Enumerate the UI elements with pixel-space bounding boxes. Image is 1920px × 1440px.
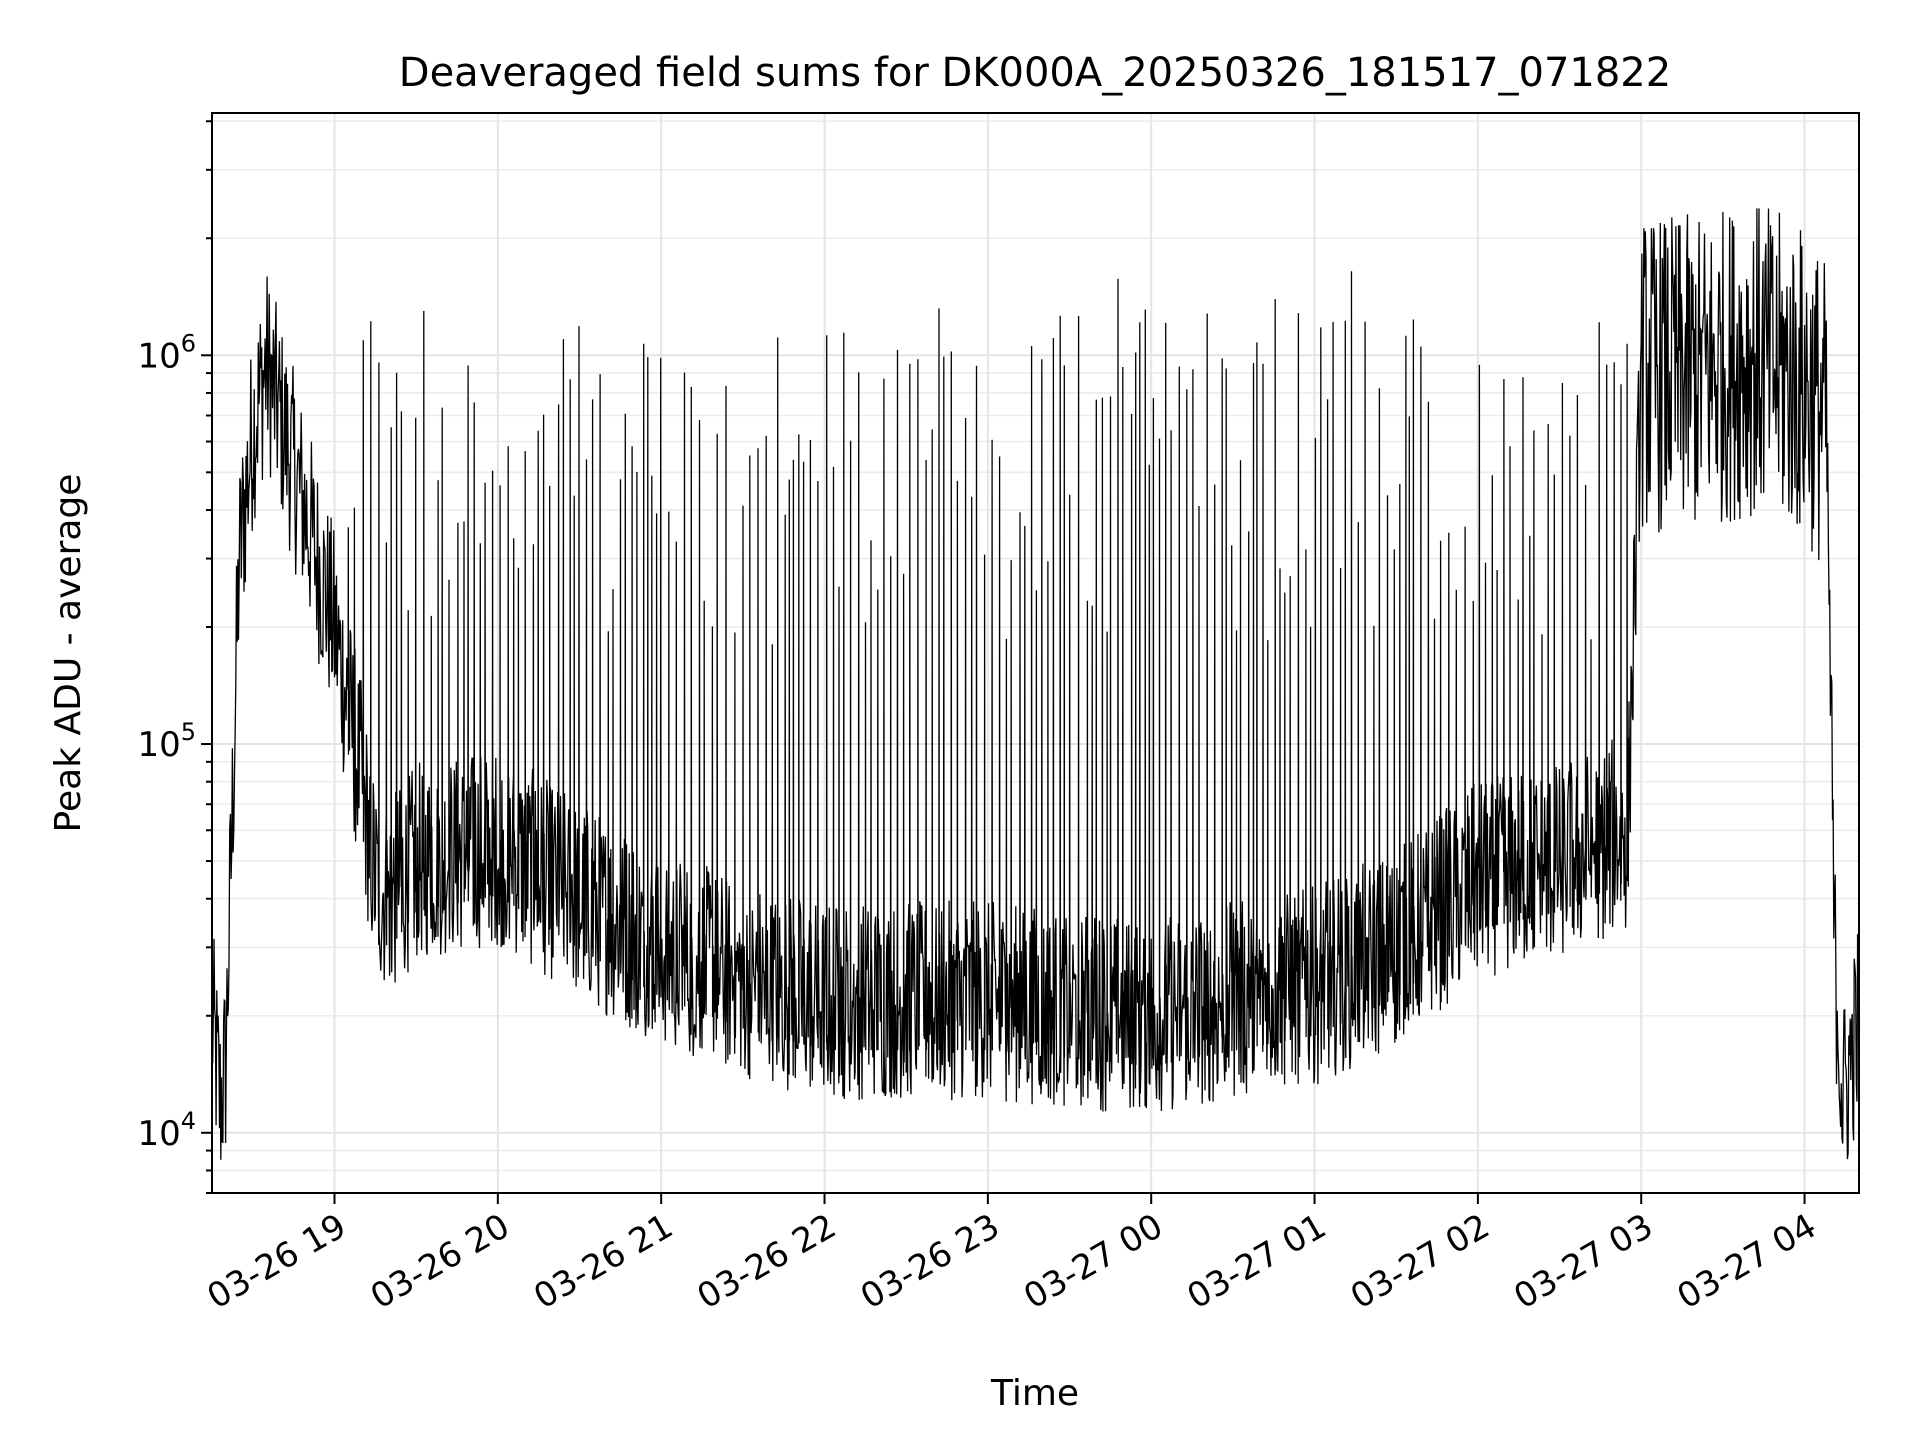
- y-tick-label: 106: [137, 329, 196, 376]
- plot-frame: [211, 112, 1860, 1194]
- x-axis-label: Time: [990, 1373, 1079, 1414]
- chart-title: Deaveraged field sums for DK000A_2025032…: [399, 50, 1671, 96]
- y-tick-label: 104: [137, 1107, 196, 1154]
- y-axis: 104 105 106: [137, 120, 212, 1194]
- plot-area: [212, 208, 1859, 1160]
- series-line: [212, 208, 1859, 1160]
- y-tick-label: 105: [137, 718, 196, 765]
- y-axis-label: Peak ADU - average: [48, 474, 89, 833]
